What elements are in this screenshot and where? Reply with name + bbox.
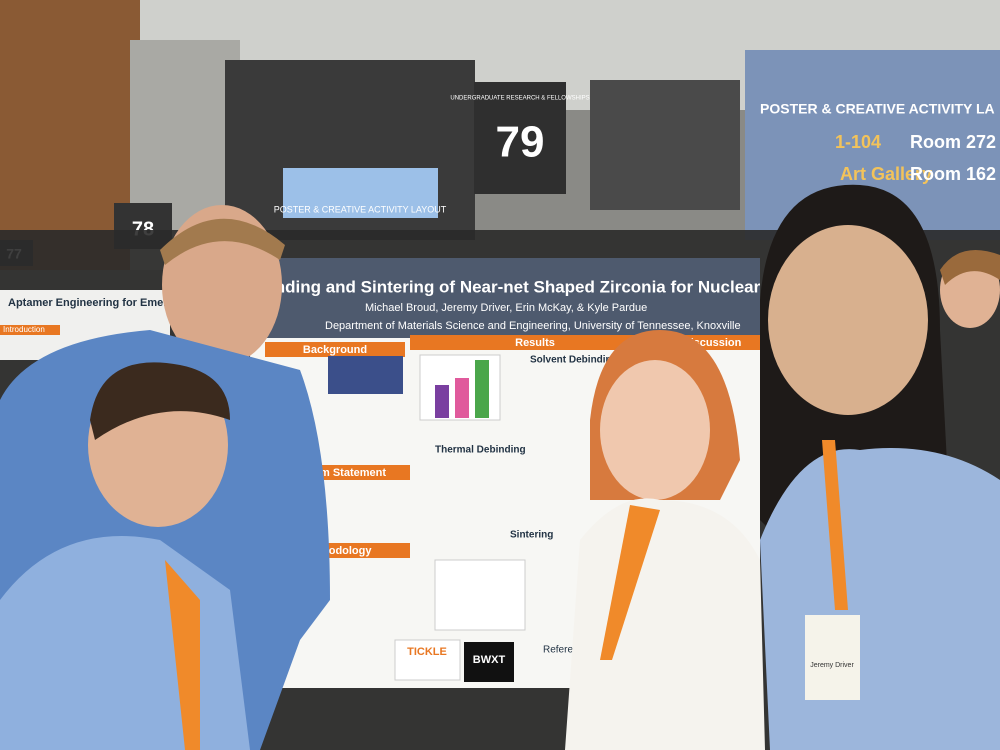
subsection: Sintering [510, 530, 553, 541]
person-head [768, 225, 928, 415]
figure-bar [435, 385, 449, 418]
poster-authors: Michael Broud, Jeremy Driver, Erin McKay… [365, 302, 647, 314]
hair [940, 250, 1000, 285]
logo-box [394, 639, 461, 681]
section-bar [318, 543, 410, 558]
figure [328, 356, 403, 394]
lanyard [165, 560, 200, 750]
logo: References [543, 645, 594, 656]
subsection: Thermal Debinding [435, 445, 526, 456]
figure-bar [475, 360, 489, 418]
poster-title: inding and Sintering of Near-net Shaped … [270, 277, 816, 296]
neighbor-title: Aptamer Engineering for Emerg [8, 297, 174, 309]
subsection: Solvent Debinding [530, 355, 618, 366]
blouse [565, 498, 765, 750]
figure [434, 559, 526, 631]
person-head [600, 360, 710, 500]
logo-box [464, 642, 514, 682]
left-screen [283, 168, 438, 218]
screen-text: Room 272 [910, 132, 996, 152]
section-text: Background [303, 344, 367, 356]
figure-bar [455, 378, 469, 418]
poster-header [250, 258, 760, 338]
screen-text: Art Gallery [840, 164, 932, 184]
screen-text: 1-104 [835, 132, 881, 152]
lanyard [822, 440, 848, 610]
hair [90, 362, 230, 440]
screen-text: POSTER & CREATIVE ACTIVITY LA [760, 101, 995, 117]
section-bar [265, 342, 405, 357]
section-bar [0, 325, 60, 335]
section-text: Introduction [3, 325, 45, 334]
section-text: hodology [322, 545, 372, 557]
poster-affiliation: Department of Materials Science and Engi… [325, 320, 741, 332]
badge-name: Jeremy Driver [810, 662, 854, 669]
logo: BWXT [473, 654, 506, 666]
section-bar [410, 335, 660, 350]
section-bar [310, 465, 410, 480]
lanyard [600, 505, 660, 660]
shirt [760, 448, 1000, 750]
section-text: m Statement [320, 467, 386, 479]
sign-org: UNDERGRADUATE RESEARCH & FELLOWSHIPS [450, 96, 589, 102]
screen-text: POSTER & CREATIVE ACTIVITY LAYOUT [274, 204, 447, 214]
sign-number: 79 [496, 118, 545, 167]
section-text: Results [515, 337, 555, 349]
pillar [590, 80, 740, 210]
logo: TICKLE [407, 646, 447, 658]
badge [805, 615, 860, 700]
hair [160, 218, 285, 265]
number-sign [474, 82, 566, 194]
screen-text: Room 162 [910, 164, 996, 184]
